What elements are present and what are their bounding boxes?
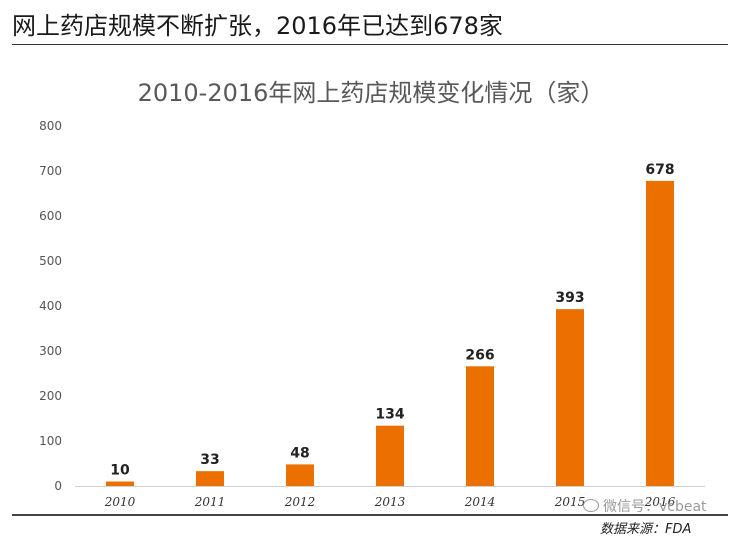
bar-2015 (556, 309, 584, 486)
data-label: 266 (465, 347, 494, 363)
x-tick-label: 2016 (644, 495, 676, 509)
bar-2011 (196, 471, 224, 486)
x-axis: 2010 2011 2012 2013 2014 2015 2016 (104, 495, 676, 509)
bar-2013 (376, 425, 404, 486)
x-tick-label: 2012 (284, 495, 316, 509)
y-axis: 0 100 200 300 400 500 600 700 800 (39, 119, 62, 493)
bars-group (106, 180, 674, 486)
x-tick-label: 2011 (194, 495, 226, 509)
data-source-note: 数据来源：FDA (600, 522, 692, 537)
y-tick-label: 0 (54, 479, 62, 493)
data-labels-group: 10 33 48 134 266 393 678 (110, 162, 674, 479)
y-tick-label: 600 (39, 209, 62, 223)
y-tick-label: 300 (39, 344, 62, 358)
y-tick-label: 100 (39, 434, 62, 448)
x-tick-label: 2014 (464, 495, 496, 509)
y-tick-label: 400 (39, 299, 62, 313)
watermark-text: 微信号：vcbeat (603, 499, 707, 515)
bar-2010 (106, 481, 134, 486)
y-tick-label: 200 (39, 389, 62, 403)
wechat-icon (583, 499, 599, 512)
x-tick-label: 2010 (104, 495, 136, 509)
y-tick-label: 800 (39, 119, 62, 133)
y-tick-label: 500 (39, 254, 62, 268)
headline-divider (12, 44, 728, 45)
chart-title: 2010-2016年网上药店规模变化情况（家） (138, 79, 605, 107)
watermark: 微信号：vcbeat (583, 496, 707, 516)
footer-divider (12, 514, 728, 516)
bar-2012 (286, 464, 314, 486)
bar-2014 (466, 366, 494, 486)
data-label: 393 (555, 290, 584, 306)
page-headline: 网上药店规模不断扩张，2016年已达到678家 (12, 12, 503, 40)
data-label: 48 (290, 445, 309, 461)
bar-2016 (646, 180, 674, 486)
x-tick-label: 2013 (374, 495, 406, 509)
x-tick-label: 2015 (554, 495, 586, 509)
data-label: 33 (200, 452, 219, 468)
data-label: 678 (645, 162, 674, 178)
data-label: 134 (375, 407, 404, 423)
y-tick-label: 700 (39, 164, 62, 178)
data-label: 10 (110, 463, 130, 479)
